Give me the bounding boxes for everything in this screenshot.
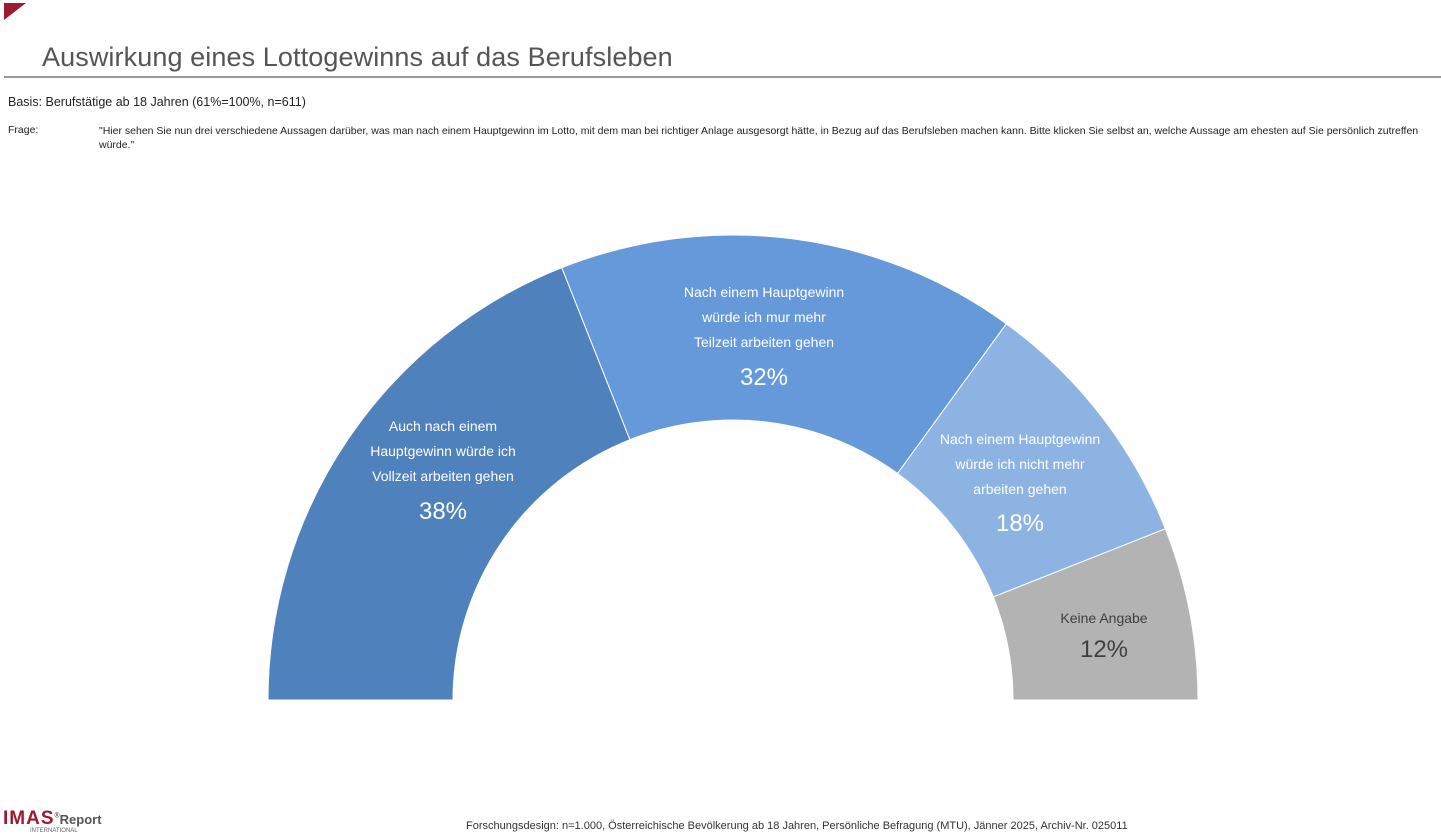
slice-0 bbox=[267, 267, 631, 701]
slice-label-1: würde ich mur mehr bbox=[701, 309, 826, 325]
slice-label-3: Keine Angabe bbox=[1060, 610, 1147, 626]
slice-value-0: 38% bbox=[419, 498, 467, 525]
slice-3 bbox=[992, 528, 1199, 701]
slice-label-0: Auch nach einem bbox=[389, 418, 497, 434]
footer-research-design: Forschungsdesign: n=1.000, Österreichisc… bbox=[466, 820, 1128, 832]
corner-mark bbox=[4, 3, 26, 20]
slice-label-0: Hauptgewinn würde ich bbox=[370, 443, 516, 459]
title-divider bbox=[4, 76, 1441, 78]
slice-1 bbox=[561, 234, 1008, 475]
basis-text: Basis: Berufstätige ab 18 Jahren (61%=10… bbox=[8, 95, 306, 109]
slice-label-1: Nach einem Hauptgewinn bbox=[684, 284, 844, 300]
slice-label-1: Teilzeit arbeiten gehen bbox=[694, 334, 834, 350]
slice-value-2: 18% bbox=[996, 510, 1044, 537]
page-title: Auswirkung eines Lottogewinns auf das Be… bbox=[42, 42, 673, 72]
slice-label-2: würde ich nicht mehr bbox=[954, 456, 1085, 472]
frage-text: "Hier sehen Sie nun drei verschiedene Au… bbox=[99, 125, 1419, 151]
slice-label-0: Vollzeit arbeiten gehen bbox=[372, 468, 514, 484]
slice-value-3: 12% bbox=[1080, 636, 1128, 663]
slice-label-2: Nach einem Hauptgewinn bbox=[940, 431, 1100, 447]
slice-label-2: arbeiten gehen bbox=[973, 481, 1066, 497]
frage-label: Frage: bbox=[8, 124, 39, 136]
imas-logo: IMAS®Report INTERNATIONAL bbox=[3, 808, 102, 834]
slice-value-1: 32% bbox=[740, 364, 788, 391]
